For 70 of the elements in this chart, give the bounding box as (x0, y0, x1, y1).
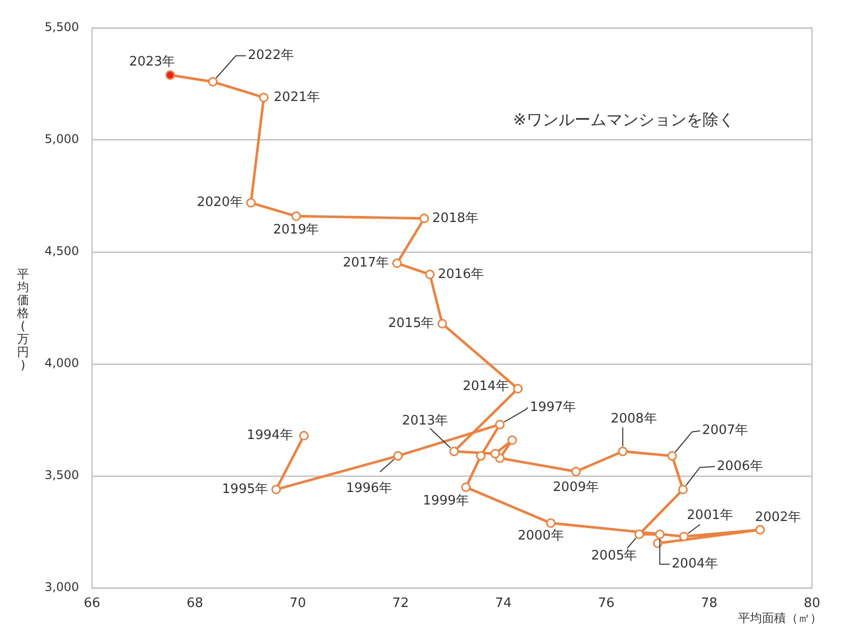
y-tick-label: 3,500 (44, 468, 79, 482)
annotation: 1994年 (246, 428, 293, 444)
point (634, 529, 644, 539)
point (667, 451, 677, 461)
point (299, 430, 309, 440)
annotation: ※ワンルームマンションを除く (513, 110, 734, 131)
annotation: 1999年 (422, 494, 469, 509)
point (571, 466, 581, 476)
point (165, 70, 175, 80)
point (495, 420, 505, 430)
annotation: 1995年 (222, 482, 268, 497)
annotation: 2015年 (388, 316, 434, 332)
x-axis-title: 平均面積（㎡） (738, 610, 822, 627)
point (291, 211, 301, 221)
annotation: 2005年 (591, 548, 638, 564)
point (755, 525, 765, 535)
annotation: 2002年 (755, 510, 802, 526)
point (546, 518, 556, 528)
annotation: 2023年 (129, 54, 176, 70)
y-tick-label: 4,000 (44, 356, 79, 370)
point (392, 258, 402, 268)
annotation: 2019年 (273, 222, 320, 238)
point (393, 451, 403, 461)
annotation: 2020年 (196, 195, 243, 210)
annotation: 2004年 (672, 556, 718, 572)
y-tick-label: 5,000 (44, 132, 79, 146)
point (618, 446, 628, 456)
annotation: 2022年 (248, 48, 294, 64)
annotation: 2009年 (552, 480, 599, 495)
point (208, 77, 218, 87)
point (271, 484, 281, 494)
annotation: 2007年 (702, 423, 748, 438)
x-tick-label: 72 (392, 596, 409, 612)
annotation: 2013年 (402, 414, 448, 429)
y-axis-title: 平均価格(万円) (16, 267, 30, 372)
point (425, 270, 435, 280)
x-tick-label: 66 (84, 596, 100, 612)
annotation: 2021年 (274, 90, 320, 105)
point (449, 446, 459, 456)
x-tick-label: 78 (700, 596, 718, 612)
point (513, 384, 523, 394)
point (476, 451, 486, 461)
annotation: 2000年 (518, 528, 564, 544)
point (507, 435, 517, 445)
y-tick-label: 4,500 (44, 244, 79, 258)
x-tick-label: 76 (598, 596, 615, 612)
annotation: 2008年 (610, 412, 657, 427)
y-tick-label: 5,500 (44, 20, 79, 34)
x-tick-label: 70 (289, 596, 306, 612)
point (437, 318, 447, 328)
point (259, 92, 269, 102)
y-tick-label: 3,000 (44, 580, 79, 594)
point (679, 532, 689, 542)
point (655, 529, 665, 539)
annotation: 2018年 (432, 210, 478, 226)
annotation: 2001年 (686, 508, 733, 523)
point (678, 484, 688, 494)
annotation: 2006年 (716, 458, 764, 474)
point (490, 448, 500, 458)
point (461, 482, 471, 492)
annotation: 2017年 (342, 256, 389, 271)
point (246, 198, 256, 208)
annotation: 2016年 (438, 266, 484, 282)
annotation: 2014年 (462, 379, 509, 394)
x-tick-label: 68 (186, 596, 204, 612)
annotation: 1996年 (346, 481, 392, 496)
point (419, 214, 429, 224)
x-tick-label: 80 (804, 596, 820, 612)
annotation: 1997年 (530, 400, 576, 415)
x-tick-label: 74 (495, 596, 512, 612)
